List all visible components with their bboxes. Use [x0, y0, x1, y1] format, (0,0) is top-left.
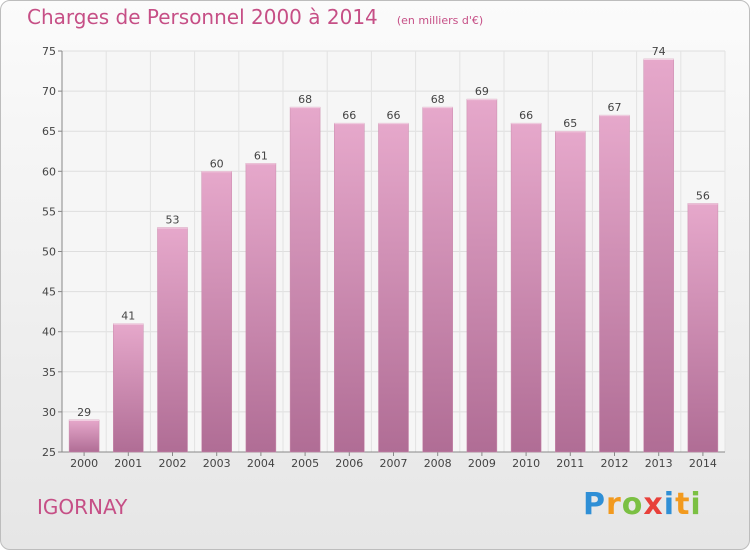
data-label: 29	[77, 406, 91, 419]
data-label: 66	[519, 109, 533, 122]
y-tick-label: 40	[42, 326, 56, 339]
x-tick-label: 2003	[203, 457, 231, 470]
data-label: 56	[696, 189, 710, 202]
data-label: 65	[563, 117, 577, 130]
y-tick-label: 30	[42, 406, 56, 419]
bar	[334, 122, 365, 453]
bar	[599, 114, 630, 453]
x-tick-label: 2009	[468, 457, 496, 470]
bar	[201, 171, 232, 453]
x-tick-label: 2001	[114, 457, 142, 470]
data-label: 68	[431, 93, 445, 106]
y-tick-label: 60	[42, 165, 56, 178]
bar	[643, 58, 674, 453]
logo-letter: t	[675, 487, 691, 522]
x-tick-label: 2006	[335, 457, 363, 470]
y-tick-label: 75	[42, 45, 56, 58]
data-label: 66	[387, 109, 401, 122]
data-label: 66	[342, 109, 356, 122]
logo-letter: r	[606, 487, 622, 522]
bar	[68, 419, 100, 453]
y-tick-label: 55	[42, 205, 56, 218]
data-label: 53	[166, 213, 180, 226]
bar	[510, 122, 542, 453]
x-tick-label: 2007	[380, 457, 408, 470]
bar	[687, 203, 719, 453]
data-label: 69	[475, 85, 489, 98]
y-tick-label: 45	[42, 286, 56, 299]
chart-title: Charges de Personnel 2000 à 2014	[27, 5, 378, 29]
data-label: 61	[254, 149, 268, 162]
bar	[422, 106, 453, 453]
x-tick-label: 2008	[424, 457, 452, 470]
y-tick-label: 70	[42, 85, 56, 98]
x-tick-label: 2011	[556, 457, 584, 470]
data-label: 60	[210, 157, 224, 170]
logo-letter: i	[690, 487, 702, 522]
bars	[68, 58, 719, 453]
y-tick-label: 65	[42, 125, 56, 138]
place-name: IGORNAY	[37, 495, 128, 519]
title-row: Charges de Personnel 2000 à 2014 (en mil…	[27, 5, 483, 29]
bar	[555, 130, 586, 453]
logo-letter: x	[643, 487, 664, 522]
x-tick-label: 2010	[512, 457, 540, 470]
logo-letter: o	[621, 487, 644, 522]
data-label: 68	[298, 93, 312, 106]
x-tick-label: 2012	[601, 457, 629, 470]
proxiti-logo: Proxiti	[583, 487, 702, 522]
x-tick-label: 2014	[689, 457, 717, 470]
x-tick-label: 2000	[70, 457, 98, 470]
data-label: 41	[121, 310, 135, 323]
logo-letter: i	[663, 487, 676, 522]
data-label: 67	[608, 101, 622, 114]
x-tick-label: 2004	[247, 457, 275, 470]
bar	[245, 163, 277, 453]
bar	[289, 106, 321, 453]
bar	[378, 122, 409, 453]
chart-subtitle: (en milliers d'€)	[396, 14, 484, 27]
y-tick-label: 35	[42, 366, 56, 379]
y-tick-label: 25	[42, 446, 56, 459]
bar	[157, 227, 188, 453]
bar	[113, 323, 144, 453]
x-tick-label: 2013	[645, 457, 673, 470]
data-label: 74	[652, 45, 666, 58]
logo-letter: P	[583, 487, 606, 522]
labels: 25 30 35 40 45 50 55 60 65 70 75 29 2000 41 2001 53 2002…	[42, 45, 717, 470]
y-tick-label: 50	[42, 246, 56, 259]
x-tick-label: 2002	[159, 457, 187, 470]
x-tick-label: 2005	[291, 457, 319, 470]
bar	[466, 98, 498, 453]
